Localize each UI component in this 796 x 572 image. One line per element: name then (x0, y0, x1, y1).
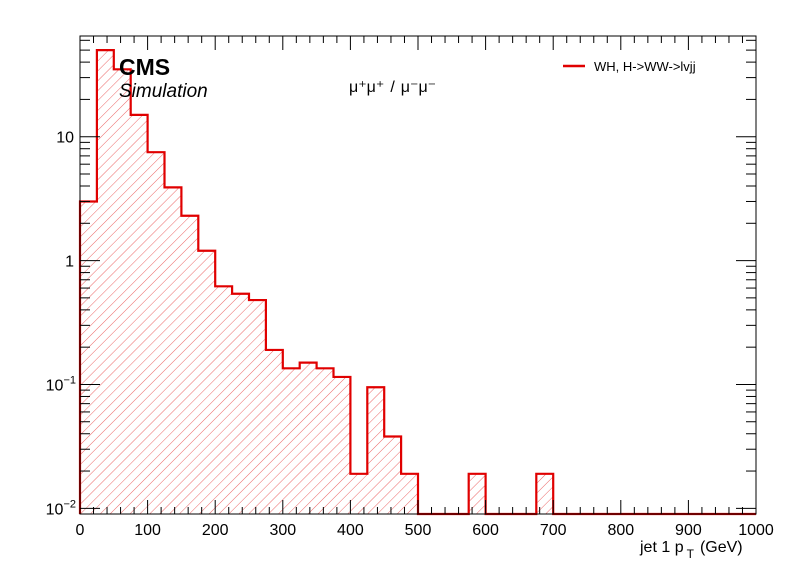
x-tick-label: 400 (337, 522, 364, 539)
histogram-bin-fill (130, 114, 148, 515)
y-axis-tick-labels: 10−2 10−1 1 10 (46, 130, 76, 519)
x-tick-label: 500 (405, 522, 432, 539)
x-tick-label: 0 (76, 522, 85, 539)
y-tick-label: 10−1 (46, 374, 76, 394)
simulation-label: Simulation (119, 81, 208, 102)
y-axis-ticks (80, 39, 756, 515)
x-axis-tick-labels: 0 100 200 300 400 500 600 700 800 900 1000 (76, 522, 774, 539)
cms-label: CMS (119, 54, 170, 80)
histogram-fill (80, 50, 554, 515)
histogram-bin-fill (147, 152, 165, 514)
histogram-bin-fill (350, 473, 368, 514)
histogram-bin-fill (113, 69, 131, 514)
y-tick-label: 1 (65, 254, 74, 271)
histogram-bin-fill (316, 368, 334, 514)
y-tick-label: 10−2 (46, 498, 76, 518)
histogram-bin-fill (367, 387, 385, 514)
histogram-bin-fill (468, 473, 486, 514)
histogram-bin-fill (164, 187, 182, 515)
histogram-bin-fill (249, 300, 266, 514)
histogram-bin-fill (80, 201, 97, 514)
y-tick-label: 10 (56, 130, 74, 147)
x-tick-label: 700 (540, 522, 567, 539)
x-tick-label: 100 (134, 522, 161, 539)
histogram-bin-fill (333, 376, 351, 514)
x-axis-label: jet 1 p T (GeV) (639, 539, 743, 561)
x-tick-label: 800 (607, 522, 634, 539)
histogram-bin-fill (401, 473, 418, 514)
x-axis-ticks (79, 36, 757, 514)
histogram-bin-fill (96, 50, 114, 515)
x-tick-label: 300 (269, 522, 296, 539)
legend-entry: WH, H->WW->lvjj (594, 59, 696, 74)
legend: WH, H->WW->lvjj (563, 59, 696, 74)
x-tick-label: 200 (202, 522, 229, 539)
histogram-bin-fill (299, 362, 317, 514)
histogram-bin-fill (384, 436, 402, 514)
histogram-bin-fill (536, 473, 554, 514)
histogram-bin-fill (265, 349, 283, 514)
x-tick-label: 600 (472, 522, 499, 539)
histogram-bin-fill (282, 368, 300, 514)
histogram-bin-fill (181, 215, 199, 514)
histogram-bin-fill (198, 250, 216, 514)
x-tick-label: 1000 (738, 522, 774, 539)
x-tick-label: 900 (675, 522, 702, 539)
histogram-bin-fill (215, 286, 233, 514)
histogram-bin-fill (232, 293, 249, 514)
channel-label: μ⁺μ⁺ / μ⁻μ⁻ (349, 79, 436, 96)
